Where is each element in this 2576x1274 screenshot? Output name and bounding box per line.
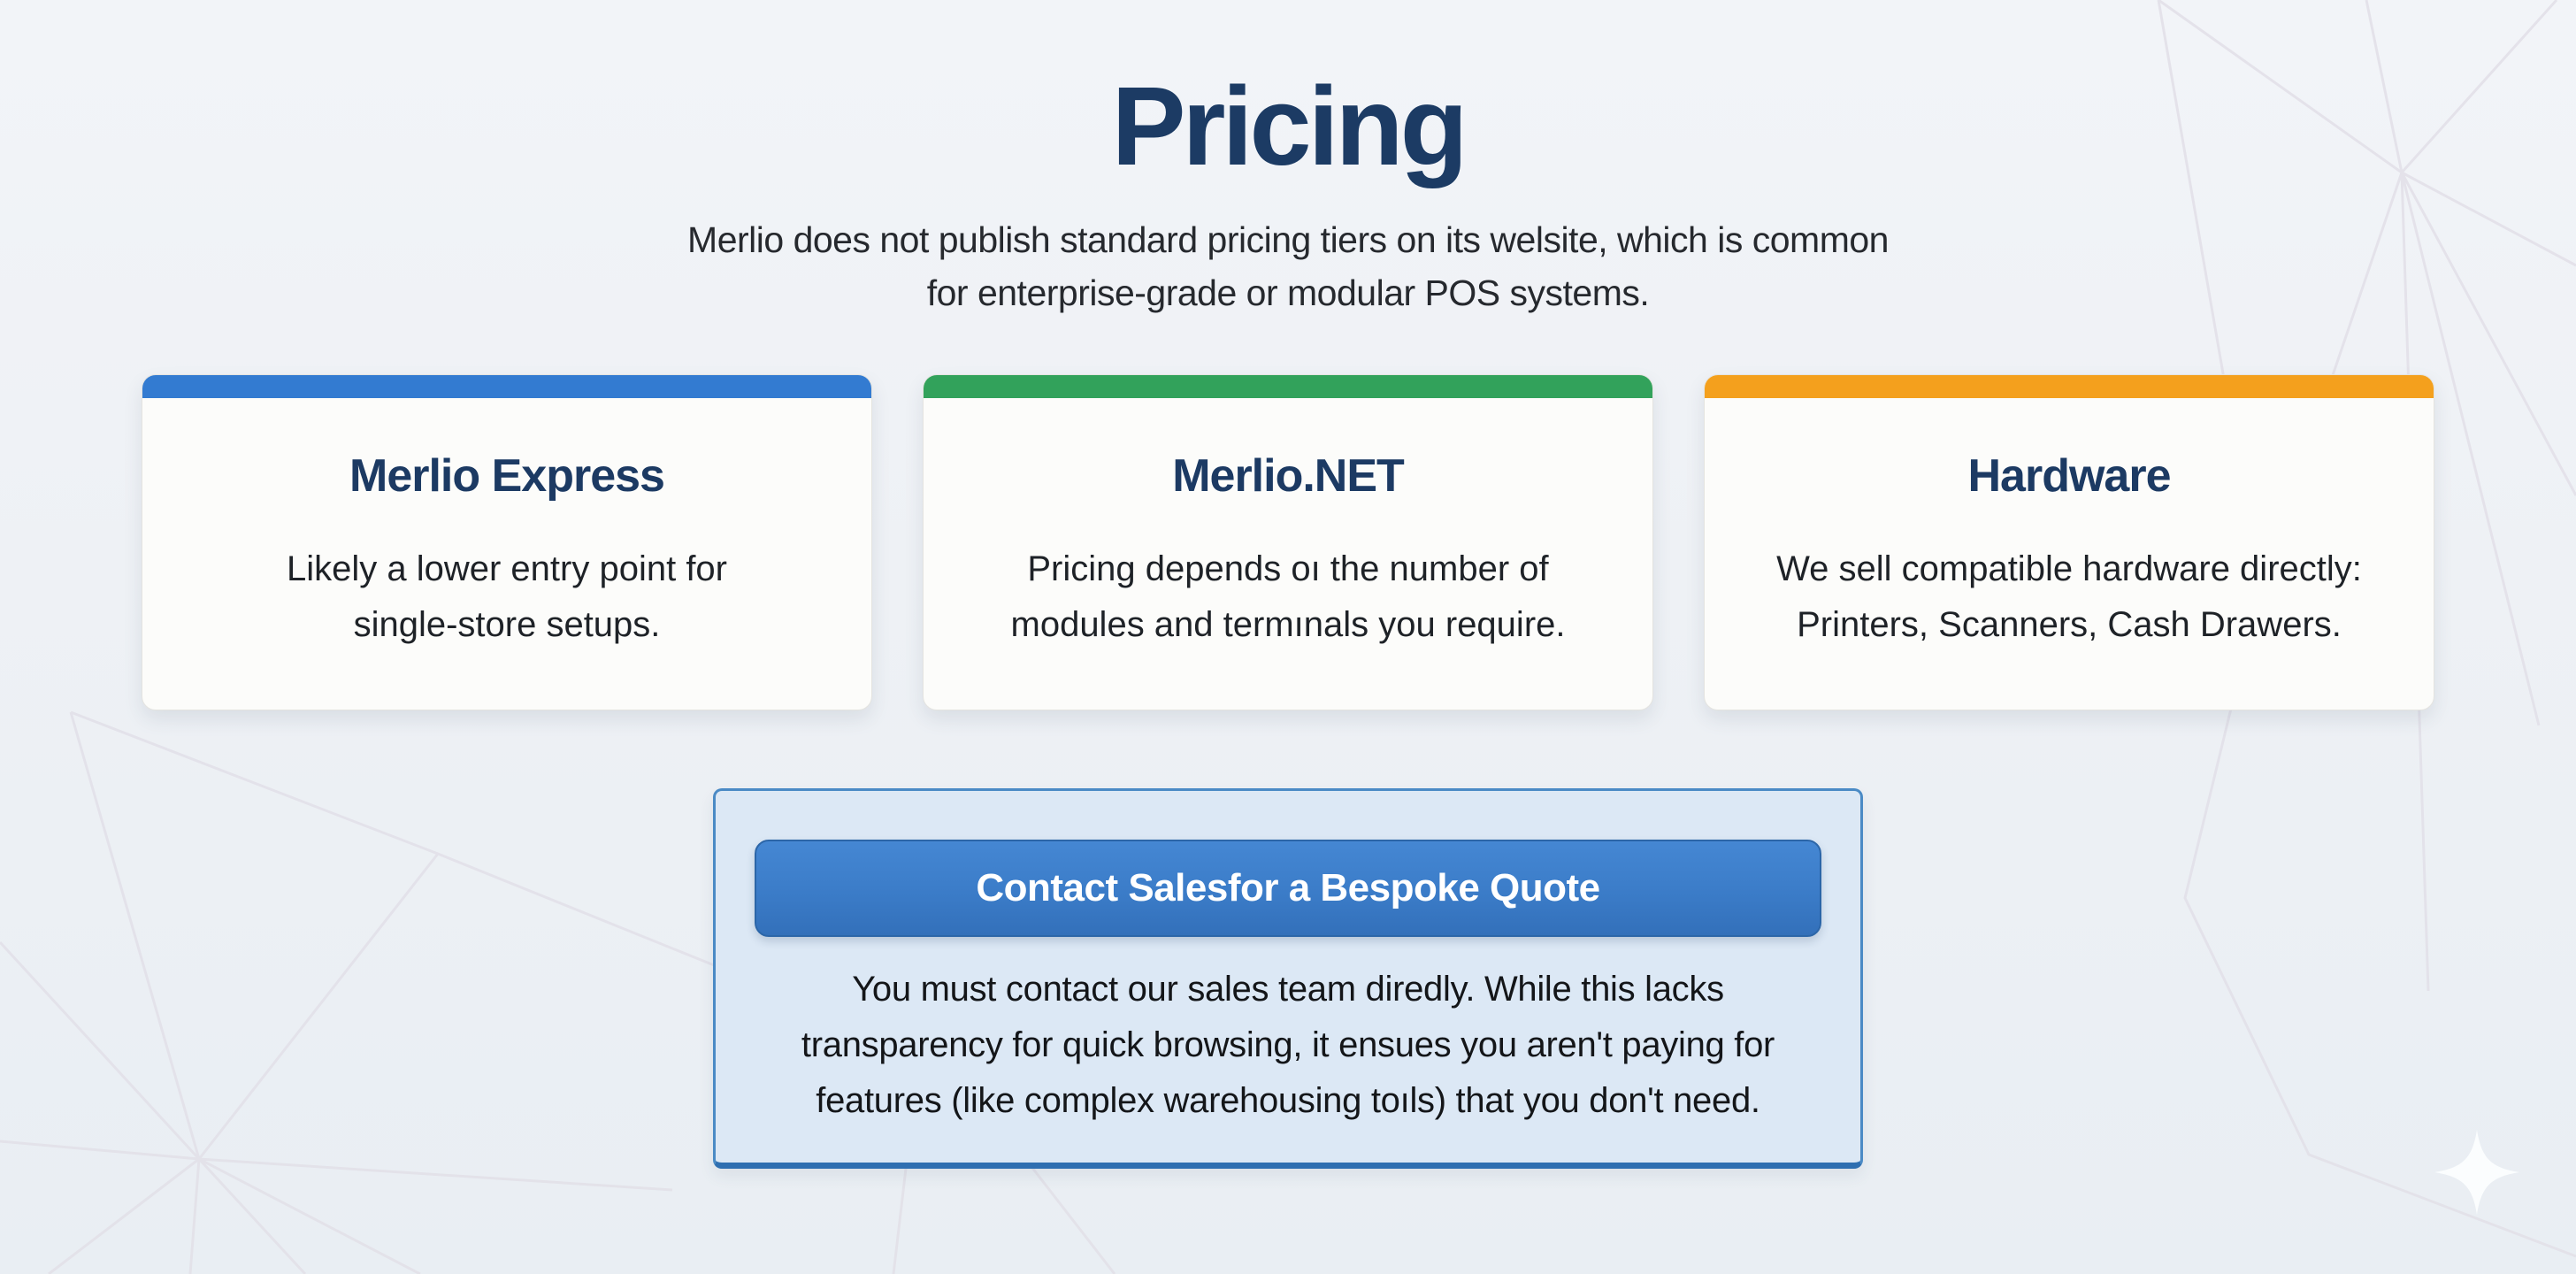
card-accent-bar-green [924, 375, 1652, 398]
card-description-line-2: Printers, Scanners, Cash Drawers. [1797, 605, 2342, 644]
callout-body-line-1: You must contact our sales team diredly.… [852, 970, 1724, 1009]
card-description-line-2: modules and termınals you require. [1010, 605, 1566, 644]
contact-sales-button[interactable]: Contact Salesfor a Bespoke Quote [755, 840, 1821, 937]
card-accent-bar-orange [1705, 375, 2434, 398]
card-description-line-1: Likely a lower entry point for [286, 549, 727, 588]
card-title: Merlio.NET [1172, 450, 1405, 502]
callout-body: You must contact our sales team diredly.… [751, 962, 1825, 1129]
card-description: Likely a lower entry point for single-st… [160, 541, 854, 653]
card-title: Hardware [1967, 450, 2172, 502]
contact-callout: Contact Salesfor a Bespoke Quote You mus… [713, 788, 1863, 1169]
page-title: Pricing [1111, 64, 1468, 188]
card-description: Pricing depends oı the number of modules… [941, 541, 1635, 653]
subtitle-line-1: Merlio does not publish standard pricing… [687, 219, 1889, 260]
card-title: Merlio Express [349, 450, 665, 502]
callout-body-line-3: features (like complex warehousing toıls… [816, 1081, 1760, 1120]
subtitle-line-2: for enterprise-grade or modular POS syst… [926, 272, 1650, 313]
card-accent-bar-blue [142, 375, 871, 398]
pricing-card-merlio-net: Merlio.NET Pricing depends oı the number… [923, 374, 1653, 710]
pricing-card-hardware: Hardware We sell compatible hardware dir… [1704, 374, 2434, 710]
pricing-cards-row: Merlio Express Likely a lower entry poin… [142, 374, 2434, 710]
card-description-line-1: Pricing depends oı the number of [1027, 549, 1549, 588]
pricing-card-merlio-express: Merlio Express Likely a lower entry poin… [142, 374, 872, 710]
callout-body-line-2: transparency for quick browsing, it ensu… [801, 1025, 1775, 1064]
page-subtitle: Merlio does not publish standard pricing… [0, 213, 2576, 319]
card-description-line-1: We sell compatible hardware directly: [1776, 549, 2362, 588]
card-description-line-2: single-store setups. [353, 605, 661, 644]
card-description: We sell compatible hardware directly: Pr… [1722, 541, 2416, 653]
